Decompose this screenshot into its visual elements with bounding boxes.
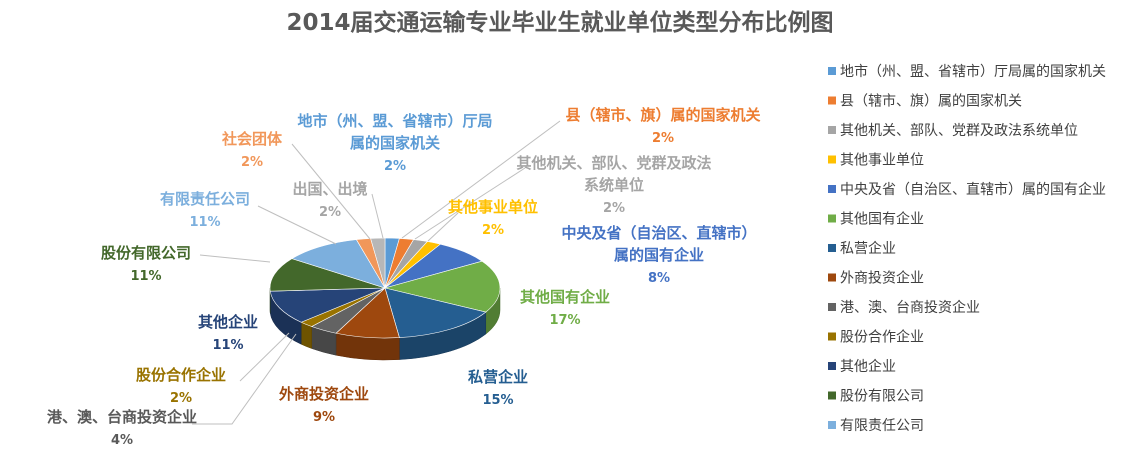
data-label-pct-4: 8%	[648, 271, 670, 286]
pie-slice-5	[384, 260, 501, 313]
legend-label-9: 股份合作企业	[840, 329, 924, 346]
data-label-pct-11: 11%	[130, 269, 161, 284]
pie-slices	[269, 237, 501, 339]
data-label-0-line-1: 属的国家机关	[350, 134, 440, 152]
legend-item-2: 其他机关、部队、党群及政法系统单位	[828, 123, 1078, 139]
legend-item-9: 股份合作企业	[828, 329, 924, 346]
data-label-13-line-0: 社会团体	[221, 130, 283, 148]
pie-slice-11	[269, 258, 386, 292]
data-label-12-line-0: 有限责任公司	[160, 190, 250, 208]
leader-line-9	[239, 332, 290, 382]
data-label-pct-10: 11%	[212, 338, 243, 353]
data-label-pct-7: 9%	[313, 410, 335, 425]
data-label-7-line-0: 外商投资企业	[278, 385, 369, 403]
leader-lines	[192, 120, 561, 425]
legend-item-5: 其他国有企业	[828, 211, 924, 228]
data-label-1-line-0: 县（辖市、旗）属的国家机关	[565, 106, 760, 124]
data-label-pct-8: 4%	[111, 433, 133, 448]
data-label-pct-0: 2%	[384, 159, 406, 174]
legend-item-4: 中央及省（自治区、直辖市）属的国有企业	[828, 181, 1106, 198]
data-label-pct-13: 2%	[241, 155, 263, 170]
data-label-pct-6: 15%	[482, 393, 513, 408]
chart-title: 2014届交通运输专业毕业生就业单位类型分布比例图	[286, 9, 833, 36]
data-label-pct-12: 11%	[189, 215, 220, 230]
legend-label-7: 外商投资企业	[840, 270, 924, 287]
data-label-2-line-0: 其他机关、部队、党群及政法	[516, 154, 711, 172]
leader-line-14	[371, 193, 384, 239]
legend-item-12: 有限责任公司	[828, 418, 924, 434]
data-label-pct-1: 2%	[652, 131, 674, 146]
data-label-3-line-0: 其他事业单位	[448, 198, 538, 216]
legend-label-2: 其他机关、部队、党群及政法系统单位	[840, 123, 1078, 139]
pie-slice-14	[370, 237, 386, 289]
data-label-pct-3: 2%	[482, 223, 504, 238]
legend-label-10: 其他企业	[840, 358, 896, 375]
pie-slice-10	[269, 287, 386, 323]
legend-item-3: 其他事业单位	[828, 153, 924, 169]
legend-label-0: 地市（州、盟、省辖市）厅局属的国家机关	[840, 63, 1106, 80]
leader-line-2	[414, 167, 526, 240]
data-label-11-line-0: 股份有限公司	[101, 244, 191, 262]
leader-line-11	[199, 254, 271, 263]
legend-item-1: 县（辖市、旗）属的国家机关	[828, 93, 1022, 110]
data-label-0-line-0: 地市（州、盟、省辖市）厅局	[297, 112, 492, 130]
pie-slice-12	[291, 239, 386, 289]
data-label-8-line-0: 港、澳、台商投资企业	[47, 408, 197, 426]
legend-item-8: 港、澳、台商投资企业	[828, 299, 980, 316]
legend-label-4: 中央及省（自治区、直辖市）属的国有企业	[840, 181, 1106, 198]
data-label-10-line-0: 其他企业	[198, 313, 258, 331]
data-label-pct-2: 2%	[603, 201, 625, 216]
legend-item-10: 其他企业	[828, 358, 896, 375]
legend-swatch-2	[828, 126, 836, 134]
data-label-9-line-0: 股份合作企业	[136, 366, 226, 384]
legend: 地市（州、盟、省辖市）厅局属的国家机关县（辖市、旗）属的国家机关其他机关、部队、…	[828, 63, 1106, 434]
leader-line-1	[401, 120, 561, 239]
leader-line-3	[427, 212, 459, 242]
leader-line-13	[291, 143, 371, 240]
data-label-pct-9: 2%	[170, 391, 192, 406]
legend-swatch-10	[828, 362, 836, 370]
legend-item-6: 私营企业	[828, 240, 896, 257]
legend-swatch-8	[828, 303, 836, 311]
leader-line-8	[192, 333, 297, 425]
legend-swatch-5	[828, 214, 836, 223]
legend-swatch-11	[828, 391, 836, 400]
data-labels: 地市（州、盟、省辖市）厅局属的国家机关 2% 县（辖市、旗）属的国家机关 2% 其他机关…	[47, 106, 761, 448]
data-label-pct-5: 17%	[549, 313, 580, 328]
legend-label-12: 有限责任公司	[840, 418, 924, 434]
data-label-6-line-0: 私营企业	[467, 368, 528, 386]
legend-label-5: 其他国有企业	[840, 211, 924, 228]
legend-item-0: 地市（州、盟、省辖市）厅局属的国家机关	[828, 63, 1106, 80]
data-label-5-line-0: 其他国有企业	[520, 288, 610, 306]
legend-label-1: 县（辖市、旗）属的国家机关	[840, 93, 1022, 110]
pie-slice-6	[384, 287, 487, 338]
legend-swatch-9	[828, 332, 836, 341]
legend-label-11: 股份有限公司	[840, 389, 924, 405]
data-label-4-line-1: 属的国有企业	[614, 246, 704, 264]
legend-swatch-0	[828, 67, 836, 75]
legend-item-11: 股份有限公司	[828, 389, 924, 405]
data-label-14-line-0: 出国、出境	[292, 180, 367, 198]
data-label-2-line-1: 系统单位	[584, 176, 644, 194]
legend-label-6: 私营企业	[840, 240, 896, 257]
data-label-4-line-0: 中央及省（自治区、直辖市）	[561, 224, 756, 242]
data-label-pct-14: 2%	[319, 205, 341, 220]
legend-item-7: 外商投资企业	[828, 270, 924, 287]
legend-swatch-7	[828, 273, 836, 282]
legend-swatch-3	[828, 155, 836, 164]
legend-swatch-1	[828, 96, 836, 105]
legend-label-3: 其他事业单位	[840, 153, 924, 169]
legend-swatch-6	[828, 244, 836, 252]
legend-label-8: 港、澳、台商投资企业	[840, 299, 980, 316]
legend-swatch-4	[828, 185, 836, 193]
legend-swatch-12	[828, 421, 836, 429]
leader-line-12	[257, 205, 337, 245]
